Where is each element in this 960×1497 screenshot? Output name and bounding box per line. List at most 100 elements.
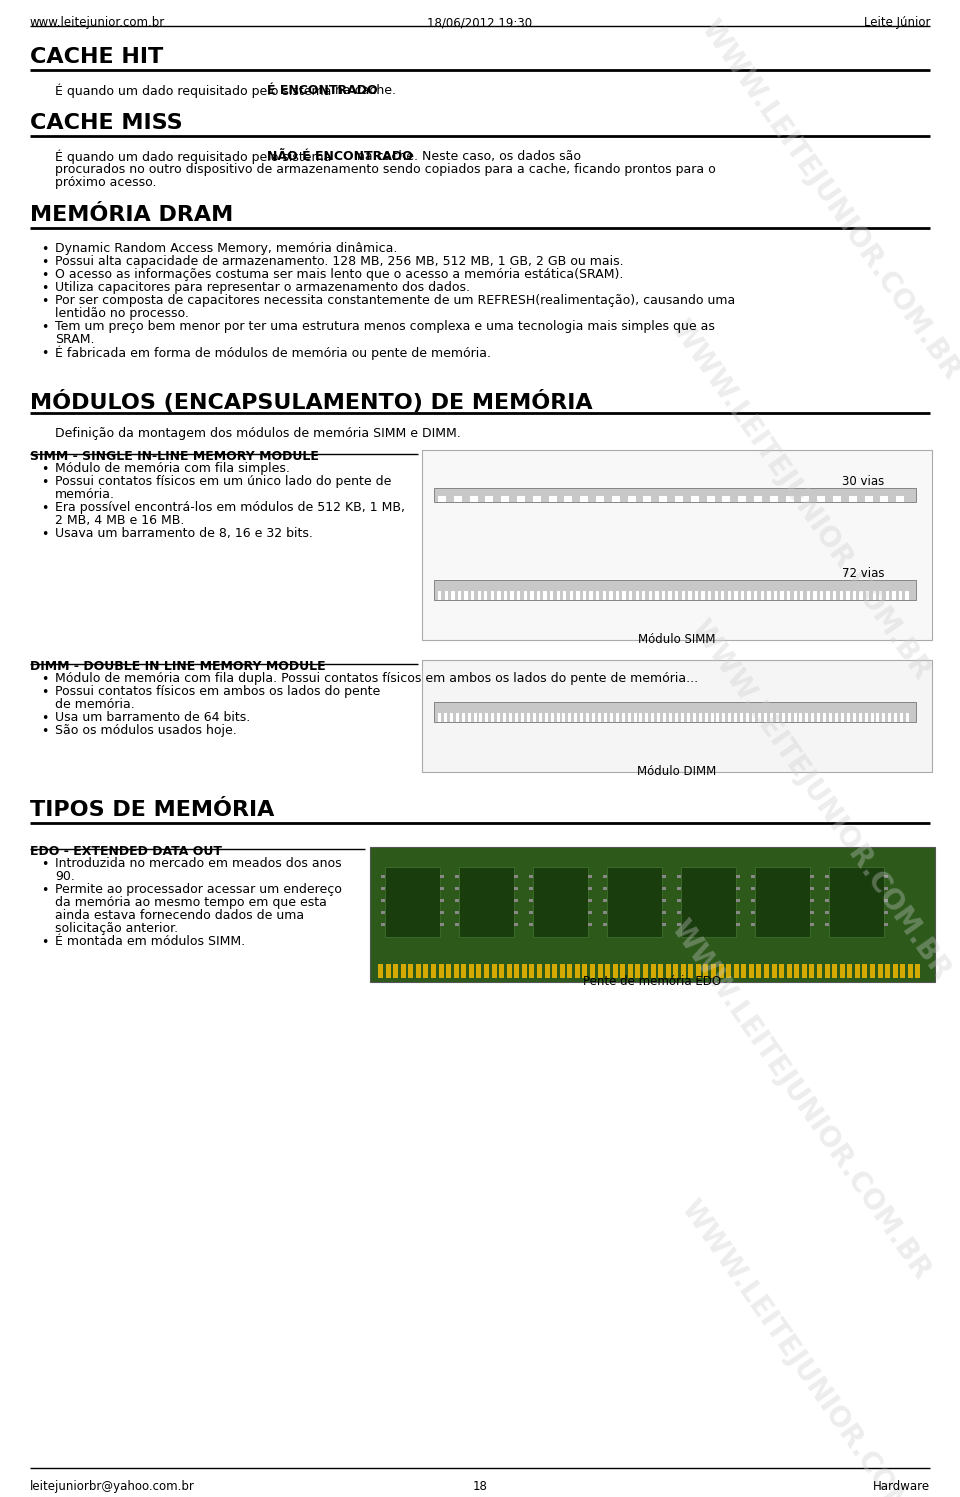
Text: Hardware: Hardware [873, 1481, 930, 1493]
Bar [423, 964, 428, 978]
Bar [645, 713, 648, 722]
Bar [704, 964, 708, 978]
Text: ainda estava fornecendo dados de uma: ainda estava fornecendo dados de uma [55, 909, 304, 922]
Bar [741, 964, 746, 978]
Bar [386, 964, 391, 978]
Bar [507, 964, 512, 978]
Text: É quando um dado requisitado pelo sistema: É quando um dado requisitado pelo sistem… [55, 150, 335, 165]
Text: Introduzida no mercado em meados dos anos: Introduzida no mercado em meados dos ano… [55, 856, 342, 870]
Bar [459, 867, 514, 937]
Text: memória.: memória. [55, 488, 115, 501]
Bar [810, 924, 814, 927]
Bar [754, 591, 757, 600]
Text: 30 vias: 30 vias [842, 475, 884, 488]
Bar [560, 964, 564, 978]
Bar [774, 591, 777, 600]
Text: próximo acesso.: próximo acesso. [55, 177, 156, 189]
Bar [681, 713, 684, 722]
Text: Módulo de memória com fila simples.: Módulo de memória com fila simples. [55, 463, 290, 475]
Text: São os módulos usados hoje.: São os módulos usados hoje. [55, 725, 237, 737]
Bar [580, 496, 588, 501]
Bar [649, 591, 652, 600]
Bar [866, 591, 869, 600]
Bar [726, 964, 732, 978]
Bar [440, 912, 444, 915]
Bar [434, 702, 916, 722]
Bar [827, 591, 829, 600]
Text: MEMÓRIA DRAM: MEMÓRIA DRAM [30, 205, 233, 225]
Bar [569, 591, 573, 600]
Text: WWW.LEITEJUNIOR.COM.BR: WWW.LEITEJUNIOR.COM.BR [675, 1195, 946, 1497]
Bar [607, 867, 662, 937]
Text: 18: 18 [472, 1481, 488, 1493]
Text: MÓDULOS (ENCAPSULAMENTO) DE MEMÓRIA: MÓDULOS (ENCAPSULAMENTO) DE MEMÓRIA [30, 391, 592, 413]
Bar [557, 591, 560, 600]
Bar [800, 713, 803, 722]
Bar [486, 496, 493, 501]
Bar [884, 900, 888, 903]
Bar [497, 713, 500, 722]
Text: Era possível encontrá-los em módulos de 512 KB, 1 MB,: Era possível encontrá-los em módulos de … [55, 501, 405, 513]
Text: Pente de memória EDO: Pente de memória EDO [583, 975, 721, 988]
Bar [825, 924, 829, 927]
Bar [884, 912, 888, 915]
Bar [557, 713, 560, 722]
Bar [893, 964, 898, 978]
Bar [408, 964, 413, 978]
Bar [656, 591, 659, 600]
Bar [455, 888, 459, 891]
Bar [400, 964, 406, 978]
Text: SRAM.: SRAM. [55, 332, 94, 346]
Bar [509, 713, 512, 722]
Bar [440, 924, 444, 927]
Bar [588, 900, 592, 903]
Bar [916, 964, 921, 978]
Bar [681, 867, 736, 937]
Bar [810, 888, 814, 891]
Bar [523, 591, 527, 600]
Bar [469, 496, 478, 501]
Bar [636, 591, 638, 600]
Bar [576, 591, 580, 600]
Bar [422, 451, 932, 641]
Bar [695, 591, 698, 600]
Bar [440, 900, 444, 903]
Bar [446, 964, 451, 978]
Bar [529, 888, 533, 891]
Text: Possui alta capacidade de armazenamento. 128 MB, 256 MB, 512 MB, 1 GB, 2 GB ou m: Possui alta capacidade de armazenamento.… [55, 254, 624, 268]
Bar [705, 713, 708, 722]
Text: Dynamic Random Access Memory, memória dinâmica.: Dynamic Random Access Memory, memória di… [55, 243, 397, 254]
Bar [675, 496, 683, 501]
Bar [544, 713, 547, 722]
Bar [620, 964, 625, 978]
Bar [673, 964, 678, 978]
Bar [908, 964, 913, 978]
Text: •: • [41, 885, 48, 897]
Bar [568, 713, 571, 722]
Text: •: • [41, 320, 48, 334]
Bar [682, 591, 684, 600]
Bar [662, 912, 666, 915]
Text: •: • [41, 528, 48, 540]
Bar [693, 713, 696, 722]
Bar [603, 591, 606, 600]
Bar [755, 867, 810, 937]
Bar [451, 591, 454, 600]
Bar [381, 912, 385, 915]
Text: de memória.: de memória. [55, 698, 134, 711]
Bar [885, 964, 890, 978]
Bar [734, 591, 737, 600]
Bar [454, 964, 459, 978]
Bar [529, 912, 533, 915]
Text: É ENCONTRADO: É ENCONTRADO [267, 84, 377, 97]
Bar [605, 964, 611, 978]
Bar [444, 591, 448, 600]
Bar [813, 591, 817, 600]
Bar [884, 888, 888, 891]
Bar [886, 591, 889, 600]
Bar [677, 912, 681, 915]
Bar [450, 713, 453, 722]
Bar [847, 713, 850, 722]
Bar [751, 924, 755, 927]
Bar [688, 591, 691, 600]
